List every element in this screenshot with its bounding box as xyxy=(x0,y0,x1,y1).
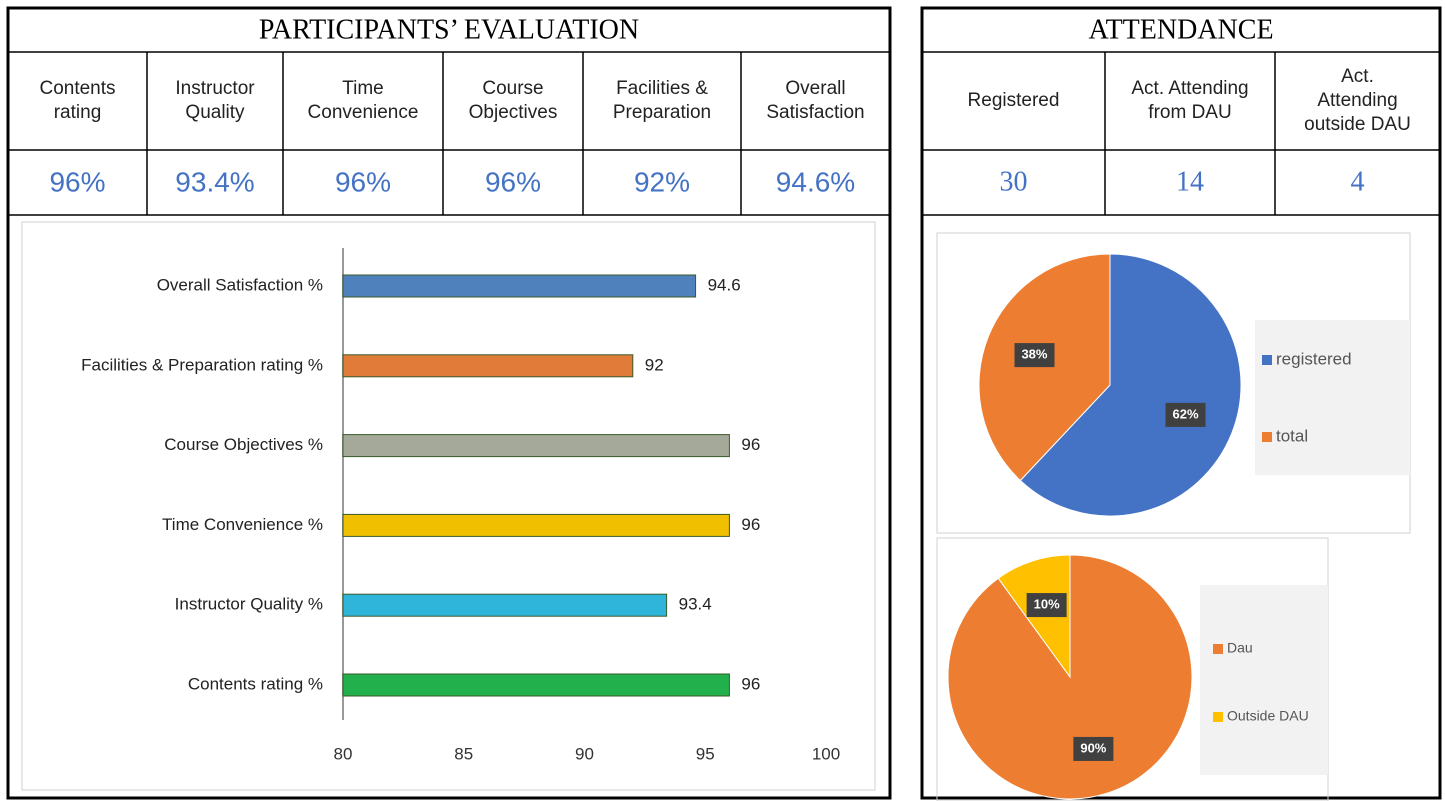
bar xyxy=(342,513,730,537)
legend-swatch xyxy=(1213,644,1223,654)
legend-box xyxy=(1200,585,1328,775)
label-box xyxy=(1165,402,1206,427)
x-tick-label: 100 xyxy=(812,744,840,763)
y-tick-label: Instructor Quality % xyxy=(175,595,323,614)
table-title: PARTICIPANTS’ EVALUATION xyxy=(259,14,639,45)
column-header: rating xyxy=(54,102,102,123)
label-box xyxy=(1026,593,1067,618)
column-header: Contents xyxy=(39,78,115,99)
x-tick-label: 95 xyxy=(696,744,715,763)
legend-label: registered xyxy=(1276,349,1352,368)
data-label: 90% xyxy=(1080,740,1106,755)
column-header: Satisfaction xyxy=(766,102,864,123)
y-tick-label: Time Convenience % xyxy=(162,515,323,534)
legend-swatch xyxy=(1262,355,1272,365)
data-label: 38% xyxy=(1021,347,1047,362)
column-header: Convenience xyxy=(308,102,419,123)
x-tick-label: 90 xyxy=(575,744,594,763)
x-tick-label: 85 xyxy=(454,744,473,763)
data-label: 94.6 xyxy=(708,275,741,294)
data-label: 10% xyxy=(1034,596,1060,611)
cell-value: 93.4% xyxy=(175,166,254,197)
table-frame xyxy=(6,6,1442,800)
bar-chart-frame xyxy=(21,221,876,791)
column-header: Registered xyxy=(968,90,1060,111)
column-header: Objectives xyxy=(469,102,558,123)
data-label: 93.4 xyxy=(679,595,712,614)
data-label: 96 xyxy=(741,515,760,534)
data-label: 92 xyxy=(645,355,664,374)
column-header: Overall xyxy=(785,78,845,99)
bar xyxy=(342,354,634,378)
legend-label: total xyxy=(1276,426,1308,445)
column-header: Facilities & xyxy=(616,78,708,99)
x-tick-label: 80 xyxy=(334,744,353,763)
legend-label: Dau xyxy=(1227,640,1253,656)
data-label: 96 xyxy=(741,435,760,454)
column-header: Instructor xyxy=(175,78,255,99)
cell-value: 96% xyxy=(335,166,391,197)
pie-slice xyxy=(978,253,1111,482)
column-header: Act. Attending xyxy=(1131,78,1248,99)
legend-swatch xyxy=(1262,432,1272,442)
column-header: from DAU xyxy=(1148,102,1231,123)
column-header: Time xyxy=(342,78,384,99)
column-header: Attending xyxy=(1317,90,1397,111)
bar xyxy=(342,593,668,617)
legend-label: Outside DAU xyxy=(1227,708,1309,724)
table-title: ATTENDANCE xyxy=(1088,14,1273,45)
column-header: outside DAU xyxy=(1304,114,1411,135)
y-tick-label: Contents rating % xyxy=(188,674,323,693)
column-header: Preparation xyxy=(613,102,711,123)
legend-box xyxy=(1255,320,1410,475)
cell-value: 92% xyxy=(634,166,690,197)
cell-value: 30 xyxy=(1000,166,1028,197)
cell-value: 96% xyxy=(49,166,105,197)
cell-value: 14 xyxy=(1176,166,1204,197)
legend-swatch xyxy=(1213,712,1223,722)
label-box xyxy=(1073,736,1114,761)
bar xyxy=(342,673,730,697)
column-header: Act. xyxy=(1341,66,1374,87)
data-label: 96 xyxy=(741,674,760,693)
cell-value: 96% xyxy=(485,166,541,197)
bar xyxy=(342,274,697,298)
y-tick-label: Overall Satisfaction % xyxy=(157,275,323,294)
cell-value: 94.6% xyxy=(776,166,855,197)
column-header: Course xyxy=(482,78,543,99)
label-box xyxy=(1014,343,1055,368)
cell-value: 4 xyxy=(1351,166,1365,197)
data-label: 62% xyxy=(1173,406,1199,421)
bar xyxy=(342,434,730,458)
y-tick-label: Course Objectives % xyxy=(164,435,323,454)
y-tick-label: Facilities & Preparation rating % xyxy=(81,355,323,374)
column-header: Quality xyxy=(185,102,245,123)
pie-slice xyxy=(1019,253,1242,517)
